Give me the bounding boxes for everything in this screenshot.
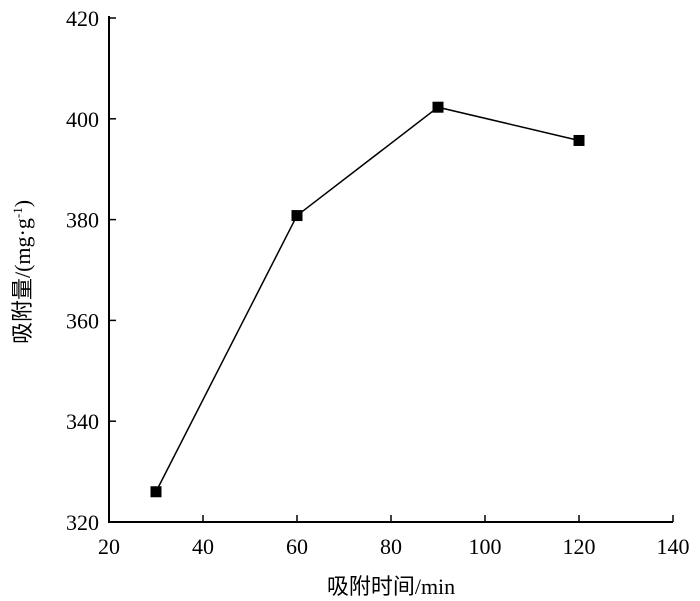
data-point-marker [432, 101, 444, 113]
y-tick-label: 420 [66, 6, 99, 31]
data-point-marker [573, 134, 585, 146]
x-tick-label: 60 [286, 534, 308, 559]
series-layer [150, 101, 585, 498]
x-ticks: 20 40 60 80 100 120 140 [98, 515, 690, 559]
x-axis-title: 吸附时间/min [327, 574, 455, 599]
x-tick-label: 120 [563, 534, 596, 559]
y-ticks: 320 340 360 380 400 420 [66, 6, 116, 535]
y-axis-title-superscript: -1 [10, 207, 25, 218]
y-axis-title-close: ) [10, 200, 35, 207]
y-axis-title-main: 吸附量/(mg·g [10, 218, 35, 344]
data-point-marker [150, 486, 162, 498]
y-tick-label: 320 [66, 510, 99, 535]
y-tick-label: 400 [66, 107, 99, 132]
series-line [155, 106, 580, 493]
y-tick-label: 380 [66, 208, 99, 233]
x-tick-label: 40 [192, 534, 214, 559]
y-tick-label: 340 [66, 409, 99, 434]
y-tick-label: 360 [66, 308, 99, 333]
x-tick-label: 100 [469, 534, 502, 559]
x-tick-label: 80 [380, 534, 402, 559]
plot-area: 20 40 60 80 100 120 140 320 340 360 380 400 420 [66, 6, 690, 559]
x-tick-label: 140 [657, 534, 690, 559]
y-axis-title: 吸附量/(mg·g-1) [10, 200, 35, 344]
x-tick-label: 20 [98, 534, 120, 559]
data-point-marker [291, 210, 303, 222]
